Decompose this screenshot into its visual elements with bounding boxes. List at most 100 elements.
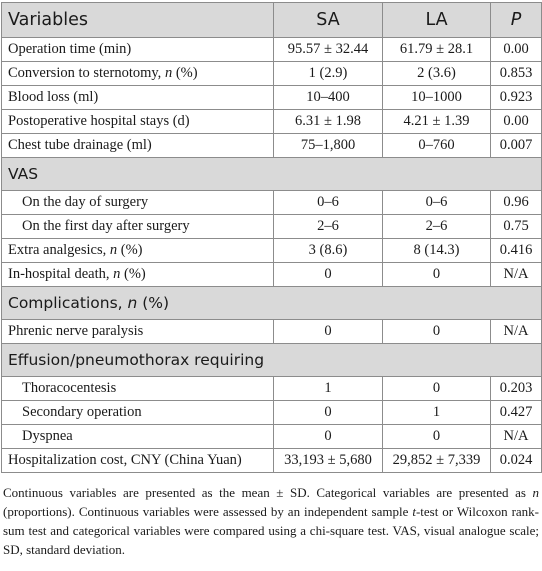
- table-body: Operation time (min) 95.57 ± 32.44 61.79 ±…: [1, 37, 542, 473]
- row-la-value: 29,852 ± 7,339: [382, 448, 491, 473]
- row-p-value: 0.203: [490, 376, 542, 401]
- row-sa-value: 10–400: [273, 85, 383, 110]
- row-la-value: 10–1000: [382, 85, 491, 110]
- row-label-text: Chest tube drainage (ml): [8, 137, 152, 153]
- row-label: Dyspnea: [1, 424, 274, 449]
- row-label-italic: n: [127, 294, 138, 312]
- row-p-value: 0.007: [490, 133, 542, 158]
- row-label: In-hospital death, n (%): [1, 262, 274, 287]
- table-row: Secondary operation 0 1 0.427: [1, 400, 542, 425]
- row-la-value: 0–760: [382, 133, 491, 158]
- table-footnote: Continuous variables are presented as th…: [1, 483, 541, 559]
- row-label-text: Thoracocentesis: [22, 380, 117, 396]
- row-label: Thoracocentesis: [1, 376, 274, 401]
- row-sa-value: 1 (2.9): [273, 61, 383, 86]
- row-sa-value: 75–1,800: [273, 133, 383, 158]
- table-row: Phrenic nerve paralysis 0 0 N/A: [1, 319, 542, 344]
- row-label-text: Operation time (min): [8, 41, 132, 57]
- row-la-value: 2 (3.6): [382, 61, 491, 86]
- row-label: Secondary operation: [1, 400, 274, 425]
- header-sa: SA: [273, 2, 383, 38]
- row-label-text: Blood loss (ml): [8, 89, 99, 105]
- row-label: Extra analgesics, n (%): [1, 238, 274, 263]
- row-label-text: On the first day after surgery: [22, 218, 190, 234]
- row-label-italic: n: [164, 65, 173, 81]
- section-label: VAS: [1, 157, 542, 191]
- row-sa-value: 2–6: [273, 214, 383, 239]
- row-la-value: 1: [382, 400, 491, 425]
- table-row: Operation time (min) 95.57 ± 32.44 61.79 ±…: [1, 37, 542, 62]
- row-sa-value: 33,193 ± 5,680: [273, 448, 383, 473]
- table-row: In-hospital death, n (%) 0 0 N/A: [1, 262, 542, 287]
- row-p-value: 0.024: [490, 448, 542, 473]
- row-label: Hospitalization cost, CNY (China Yuan): [1, 448, 274, 473]
- row-label: Operation time (min): [1, 37, 274, 62]
- row-p-value: N/A: [490, 319, 542, 344]
- section-row: Effusion/pneumothorax requiring: [1, 343, 542, 377]
- row-p-value: 0.853: [490, 61, 542, 86]
- results-table-container: Variables SA LA P Operation time (min) 95…: [1, 2, 542, 559]
- row-sa-value: 0: [273, 400, 383, 425]
- row-label-text: Dyspnea: [22, 428, 73, 444]
- table-header: Variables SA LA P: [1, 2, 542, 38]
- row-sa-value: 1: [273, 376, 383, 401]
- header-row: Variables SA LA P: [1, 2, 542, 38]
- row-la-value: 0–6: [382, 190, 491, 215]
- results-table: Variables SA LA P Operation time (min) 95…: [1, 2, 542, 473]
- row-sa-value: 0: [273, 262, 383, 287]
- table-row: On the first day after surgery 2–6 2–6 0.75: [1, 214, 542, 239]
- row-label-italic: n: [109, 242, 118, 258]
- row-label: Blood loss (ml): [1, 85, 274, 110]
- row-label-tail: (%): [172, 65, 198, 81]
- row-p-value: 0.75: [490, 214, 542, 239]
- row-sa-value: 0: [273, 424, 383, 449]
- header-la: LA: [382, 2, 491, 38]
- table-row: Thoracocentesis 1 0 0.203: [1, 376, 542, 401]
- footnote-em1: n: [532, 485, 540, 500]
- header-variables: Variables: [1, 2, 274, 38]
- table-row: Chest tube drainage (ml) 75–1,800 0–760 0.0…: [1, 133, 542, 158]
- row-label-text: Extra analgesics,: [8, 242, 110, 258]
- section-label: Effusion/pneumothorax requiring: [1, 343, 542, 377]
- row-label: On the day of surgery: [1, 190, 274, 215]
- row-la-value: 61.79 ± 28.1: [382, 37, 491, 62]
- row-p-value: 0.96: [490, 190, 542, 215]
- table-row: Extra analgesics, n (%) 3 (8.6) 8 (14.3) 0.…: [1, 238, 542, 263]
- row-p-value: N/A: [490, 424, 542, 449]
- row-label-tail: (%): [137, 294, 170, 312]
- row-p-value: 0.00: [490, 109, 542, 134]
- footnote-part3: -test or Wilcoxon rank-sum test and cate…: [3, 504, 539, 557]
- row-label-text: Conversion to sternotomy,: [8, 65, 165, 81]
- row-sa-value: 0: [273, 319, 383, 344]
- row-la-value: 0: [382, 376, 491, 401]
- row-label-text: Effusion/pneumothorax requiring: [8, 351, 265, 369]
- row-p-value: 0.427: [490, 400, 542, 425]
- table-row: Postoperative hospital stays (d) 6.31 ± 1…: [1, 109, 542, 134]
- table-row: Blood loss (ml) 10–400 10–1000 0.923: [1, 85, 542, 110]
- row-label-text: Complications,: [8, 294, 128, 312]
- row-la-value: 2–6: [382, 214, 491, 239]
- row-label-text: Phrenic nerve paralysis: [8, 323, 144, 339]
- row-p-value: 0.416: [490, 238, 542, 263]
- row-label: Phrenic nerve paralysis: [1, 319, 274, 344]
- row-sa-value: 0–6: [273, 190, 383, 215]
- row-label-text: Secondary operation: [22, 404, 142, 420]
- row-label: Conversion to sternotomy, n (%): [1, 61, 274, 86]
- table-row: Conversion to sternotomy, n (%) 1 (2.9) 2 …: [1, 61, 542, 86]
- footnote-part2: (proportions). Continuous variables were…: [3, 504, 413, 519]
- table-row: Hospitalization cost, CNY (China Yuan) 33…: [1, 448, 542, 473]
- row-label-text: Hospitalization cost, CNY (China Yuan): [8, 452, 242, 468]
- row-la-value: 8 (14.3): [382, 238, 491, 263]
- row-label-text: On the day of surgery: [22, 194, 149, 210]
- row-label-italic: n: [113, 266, 121, 282]
- row-p-value: N/A: [490, 262, 542, 287]
- row-label-text: In-hospital death,: [8, 266, 114, 282]
- row-sa-value: 6.31 ± 1.98: [273, 109, 383, 134]
- row-label: Chest tube drainage (ml): [1, 133, 274, 158]
- header-p: P: [490, 2, 542, 38]
- row-label-tail: (%): [117, 242, 143, 258]
- table-row: On the day of surgery 0–6 0–6 0.96: [1, 190, 542, 215]
- row-la-value: 0: [382, 262, 491, 287]
- section-row: Complications, n (%): [1, 286, 542, 320]
- row-p-value: 0.923: [490, 85, 542, 110]
